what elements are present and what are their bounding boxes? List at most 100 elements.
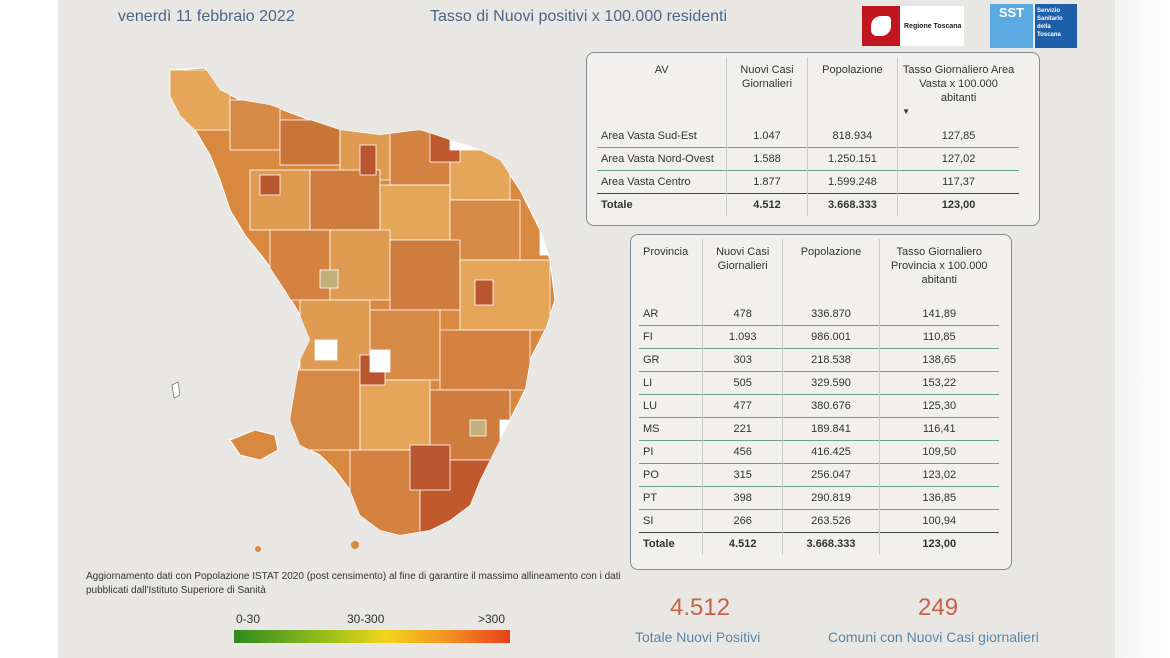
municipality-area (229, 99, 281, 151)
provincia-table-card: Provincia Nuovi Casi Giornalieri Popolaz… (630, 234, 1012, 570)
prov-rate: 141,89 (878, 303, 999, 326)
sst-logo-text: Servizio Sanitario della Toscana (1035, 4, 1077, 48)
sst-logo-mark: SST (990, 4, 1033, 48)
prov-pop: 416.425 (782, 440, 879, 464)
prov-cases: 456 (701, 440, 783, 464)
municipality-low (469, 419, 487, 437)
prov-rate: 136,85 (878, 486, 999, 510)
table-row: PO 315 256.047 123,02 (639, 463, 999, 487)
table-row: AR 478 336.870 141,89 (639, 303, 999, 326)
av-pop: 1.250.151 (806, 147, 898, 171)
av-rate: 117,37 (897, 170, 1019, 194)
pegasus-icon (862, 6, 900, 46)
municipality-area (459, 259, 551, 331)
table-total-row: Totale 4.512 3.668.333 123,00 (639, 532, 999, 555)
prov-code: PI (643, 446, 654, 458)
total-pop: 3.668.333 (806, 193, 898, 216)
municipality-no-data (449, 119, 481, 151)
prov-pop: 218.538 (782, 348, 879, 372)
regione-toscana-logo: Regione Toscana (862, 6, 964, 46)
report-date: venerdì 11 febbraio 2022 (118, 8, 295, 25)
municipality-no-data (499, 419, 523, 441)
island-giannutri (255, 546, 261, 552)
table-row: Area Vasta Nord-Ovest 1.588 1.250.151 12… (597, 147, 1019, 171)
page-edge (1115, 0, 1170, 658)
av-name: Area Vasta Nord-Ovest (601, 153, 714, 165)
municipality-area (379, 184, 451, 241)
municipality-area (279, 119, 341, 166)
total-rate: 123,00 (878, 532, 999, 555)
prov-cases: 221 (701, 417, 783, 441)
av-cases: 1.047 (726, 125, 808, 148)
av-pop: 1.599.248 (806, 170, 898, 194)
municipality-area (389, 239, 461, 311)
prov-code: SI (643, 515, 654, 527)
tuscany-map (169, 67, 556, 552)
prov-cases: 505 (701, 371, 783, 395)
municipality-area (329, 229, 391, 301)
col-tasso-label: Tasso Giornaliero Area Vasta x 100.000 a… (902, 64, 1015, 104)
prov-pop: 329.590 (782, 371, 879, 395)
prov-pop: 336.870 (782, 303, 879, 326)
municipality-area (349, 449, 421, 535)
dashboard-title: Tasso di Nuovi positivi x 100.000 reside… (430, 8, 728, 25)
kpi-new-positives-value: 4.512 (670, 594, 731, 621)
av-name: Area Vasta Centro (601, 176, 691, 188)
total-label: Totale (597, 193, 727, 216)
table-row: Area Vasta Sud-Est 1.047 818.934 127,85 (597, 125, 1019, 148)
prov-rate: 138,65 (878, 348, 999, 372)
area-vasta-table-card: AV Nuovi Casi Giornalieri Popolazione Ta… (586, 52, 1040, 226)
municipality-area (269, 229, 331, 301)
municipality-area (449, 199, 521, 261)
table-row: PT 398 290.819 136,85 (639, 486, 999, 510)
prov-code: LU (643, 400, 658, 412)
municipality-hotspot (409, 444, 451, 491)
table-row: GR 303 218.538 138,65 (639, 348, 999, 372)
prov-code: MS (643, 423, 660, 435)
provincia-table: Provincia Nuovi Casi Giornalieri Popolaz… (639, 239, 999, 555)
prov-rate: 116,41 (878, 417, 999, 441)
table-row: LU 477 380.676 125,30 (639, 394, 999, 418)
table-row: SI 266 263.526 100,94 (639, 509, 999, 533)
municipality-area (359, 379, 431, 451)
area-vasta-table: AV Nuovi Casi Giornalieri Popolazione Ta… (597, 57, 1019, 216)
kpi-new-positives-label: Totale Nuovi Positivi (635, 629, 761, 645)
prov-rate: 110,85 (878, 325, 999, 349)
prov-pop: 290.819 (782, 486, 879, 510)
municipality-area (289, 369, 361, 451)
regione-logo-text: Regione Toscana (904, 22, 962, 30)
col-tasso: Tasso Giornaliero Provincia x 100.000 ab… (878, 239, 999, 303)
prov-pop: 256.047 (782, 463, 879, 487)
col-tasso[interactable]: Tasso Giornaliero Area Vasta x 100.000 a… (897, 57, 1019, 125)
prov-code: LI (643, 377, 653, 389)
col-av: AV (654, 64, 669, 76)
col-nuovi-casi: Nuovi Casi Giornalieri (701, 239, 783, 303)
table-row: PI 456 416.425 109,50 (639, 440, 999, 464)
table-row: LI 505 329.590 153,22 (639, 371, 999, 395)
col-popolazione: Popolazione (806, 57, 898, 125)
municipality-area (170, 69, 231, 131)
legend-label-low: 0-30 (236, 612, 261, 626)
prov-cases: 266 (701, 509, 783, 533)
prov-rate: 153,22 (878, 371, 999, 395)
prov-rate: 125,30 (878, 394, 999, 418)
provincia-table-body: AR 478 336.870 141,89 FI 1.093 986.001 110,85 GR… (639, 303, 999, 533)
prov-rate: 100,94 (878, 509, 999, 533)
total-cases: 4.512 (701, 532, 783, 555)
col-nuovi-casi: Nuovi Casi Giornalieri (726, 57, 808, 125)
sst-logo: SST Servizio Sanitario della Toscana (990, 4, 1077, 48)
av-name: Area Vasta Sud-Est (601, 130, 697, 142)
col-popolazione: Popolazione (782, 239, 879, 303)
municipality-low (319, 269, 339, 289)
total-label: Totale (639, 532, 703, 555)
island-giglio (351, 541, 359, 549)
total-rate: 123,00 (897, 193, 1019, 216)
municipality-area (309, 169, 381, 231)
prov-pop: 263.526 (782, 509, 879, 533)
sort-desc-icon[interactable]: ▼ (902, 107, 911, 116)
av-rate: 127,02 (897, 147, 1019, 171)
prov-cases: 1.093 (701, 325, 783, 349)
prov-code: FI (643, 331, 653, 343)
municipality-hotspot (259, 174, 281, 196)
col-provincia: Provincia (643, 246, 689, 258)
